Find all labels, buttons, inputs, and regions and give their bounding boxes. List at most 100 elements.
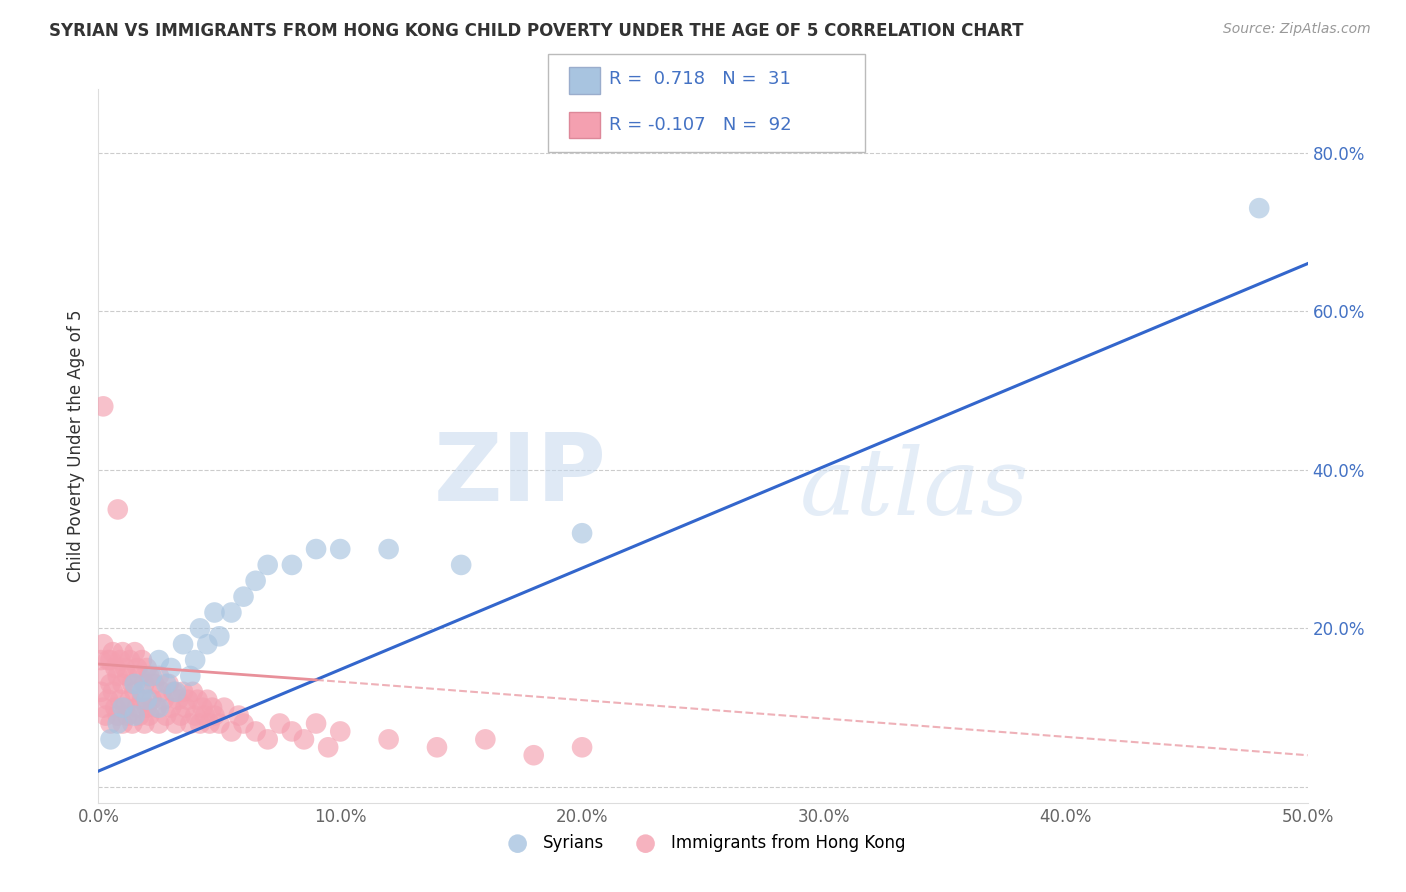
Point xyxy=(127,700,149,714)
Point xyxy=(167,692,190,706)
Point xyxy=(121,677,143,691)
Point xyxy=(117,708,139,723)
Point xyxy=(128,708,150,723)
Point xyxy=(111,700,134,714)
Point xyxy=(138,708,160,723)
Point xyxy=(148,700,170,714)
Point xyxy=(94,708,117,723)
Point xyxy=(155,708,177,723)
Point xyxy=(114,661,136,675)
Point xyxy=(184,708,207,723)
Point xyxy=(100,732,122,747)
Point xyxy=(107,716,129,731)
Point xyxy=(204,606,226,620)
Point xyxy=(145,700,167,714)
Point xyxy=(256,732,278,747)
Point xyxy=(212,700,235,714)
Point xyxy=(232,716,254,731)
Point xyxy=(131,653,153,667)
Point xyxy=(329,724,352,739)
Text: SYRIAN VS IMMIGRANTS FROM HONG KONG CHILD POVERTY UNDER THE AGE OF 5 CORRELATION: SYRIAN VS IMMIGRANTS FROM HONG KONG CHIL… xyxy=(49,22,1024,40)
Point xyxy=(188,621,211,635)
Point xyxy=(131,692,153,706)
Point xyxy=(316,740,339,755)
Point xyxy=(571,740,593,755)
Point xyxy=(195,637,218,651)
Point xyxy=(148,716,170,731)
Text: ZIP: ZIP xyxy=(433,428,606,521)
Point xyxy=(329,542,352,557)
Point xyxy=(124,708,146,723)
Point xyxy=(281,724,304,739)
Point xyxy=(107,502,129,516)
Point xyxy=(221,606,243,620)
Point xyxy=(162,685,184,699)
Point xyxy=(256,558,278,572)
Point xyxy=(111,645,134,659)
Point xyxy=(228,708,250,723)
Point xyxy=(1249,201,1271,215)
Point xyxy=(111,716,134,731)
Point xyxy=(135,661,157,675)
Point xyxy=(94,669,117,683)
Point xyxy=(426,740,449,755)
Point xyxy=(91,637,114,651)
Point xyxy=(169,708,191,723)
Point xyxy=(90,653,112,667)
Point xyxy=(134,716,156,731)
Point xyxy=(134,677,156,691)
Point xyxy=(121,716,143,731)
Point xyxy=(523,748,546,763)
Point xyxy=(150,685,173,699)
Point xyxy=(111,677,134,691)
Point xyxy=(117,669,139,683)
Point xyxy=(450,558,472,572)
Point xyxy=(135,700,157,714)
Point xyxy=(143,677,166,691)
Point xyxy=(165,685,187,699)
Point xyxy=(174,700,197,714)
Text: R =  0.718   N =  31: R = 0.718 N = 31 xyxy=(609,70,790,88)
Point xyxy=(181,685,204,699)
Text: atlas: atlas xyxy=(800,444,1029,533)
Point xyxy=(91,400,114,414)
Point xyxy=(245,574,267,588)
Point xyxy=(160,661,183,675)
Point xyxy=(91,700,114,714)
Point xyxy=(124,645,146,659)
Point xyxy=(107,708,129,723)
Point xyxy=(377,542,399,557)
Point xyxy=(208,716,231,731)
Point xyxy=(138,669,160,683)
Point xyxy=(101,685,124,699)
Point xyxy=(101,645,124,659)
Point xyxy=(474,732,496,747)
Point xyxy=(179,669,201,683)
Text: R = -0.107   N =  92: R = -0.107 N = 92 xyxy=(609,116,792,134)
Point xyxy=(195,692,218,706)
Point xyxy=(377,732,399,747)
Point xyxy=(141,692,163,706)
Point xyxy=(281,558,304,572)
Text: Source: ZipAtlas.com: Source: ZipAtlas.com xyxy=(1223,22,1371,37)
Point xyxy=(245,724,267,739)
Point xyxy=(221,724,243,739)
Point xyxy=(90,685,112,699)
Point xyxy=(194,708,217,723)
Point xyxy=(188,716,211,731)
Point xyxy=(124,677,146,691)
Point xyxy=(571,526,593,541)
Point xyxy=(148,653,170,667)
Point xyxy=(305,716,328,731)
Point xyxy=(100,716,122,731)
Point xyxy=(177,692,200,706)
Point xyxy=(131,685,153,699)
Legend: Syrians, Immigrants from Hong Kong: Syrians, Immigrants from Hong Kong xyxy=(495,828,911,859)
Point xyxy=(152,692,174,706)
Point xyxy=(160,700,183,714)
Point xyxy=(191,700,214,714)
Point xyxy=(165,716,187,731)
Point xyxy=(184,653,207,667)
Point xyxy=(155,677,177,691)
Point xyxy=(100,677,122,691)
